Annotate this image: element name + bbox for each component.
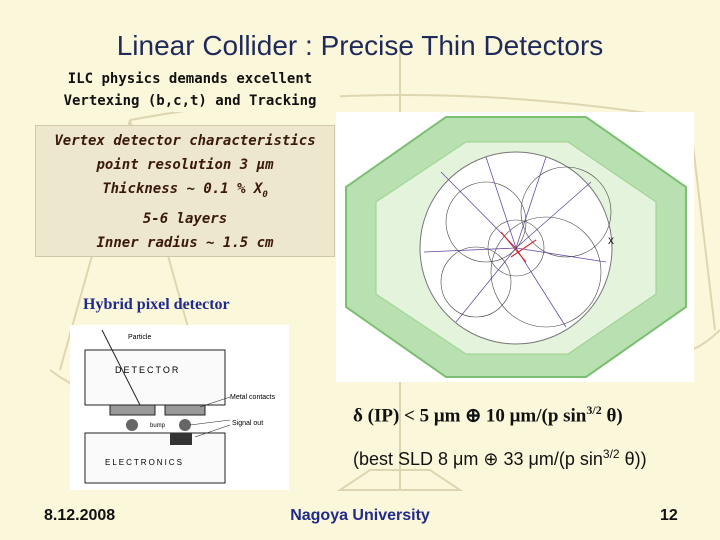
- metal-contacts-label: Metal contacts: [230, 394, 276, 401]
- intro-text: ILC physics demands excellent Vertexing …: [40, 68, 340, 112]
- footer-institution: Nagoya University: [290, 507, 430, 524]
- intro-line-2: Vertexing (b,c,t) and Tracking: [63, 93, 317, 109]
- hybrid-pixel-label: Hybrid pixel detector: [83, 296, 230, 313]
- detector-label: DETECTOR: [115, 365, 180, 375]
- layers: 5-6 layers: [142, 210, 228, 227]
- particle-label: Particle: [128, 334, 151, 341]
- slide-title: Linear Collider : Precise Thin Detectors: [116, 30, 604, 61]
- ip-resolution-formula: δ (IP) < 5 μm ⊕ 10 μm/(p sin3/2 θ): [353, 403, 623, 427]
- hybrid-pixel-diagram: Particle DETECTOR ELECTRONICS Metal cont…: [70, 325, 289, 490]
- intro-line-1: ILC physics demands excellent: [67, 71, 313, 87]
- svg-text:x: x: [608, 233, 614, 247]
- signal-out-label: Signal out: [232, 420, 263, 427]
- footer-date: 8.12.2008: [44, 507, 116, 524]
- electronics-label: ELECTRONICS: [105, 458, 184, 467]
- page-number: 12: [660, 507, 678, 524]
- thickness: Thickness ~ 0.1 % X0: [102, 181, 268, 200]
- inner-radius: Inner radius ~ 1.5 cm: [96, 234, 274, 251]
- point-resolution: point resolution 3 μm: [96, 157, 274, 173]
- vertex-characteristics-box: Vertex detector characteristics point re…: [35, 125, 335, 257]
- sld-resolution-formula: (best SLD 8 μm ⊕ 33 μm/(p sin3/2 θ)): [353, 447, 647, 469]
- bump-label: bump: [150, 423, 166, 429]
- event-display-image: x: [336, 112, 694, 382]
- vertex-heading: Vertex detector characteristics: [54, 133, 316, 149]
